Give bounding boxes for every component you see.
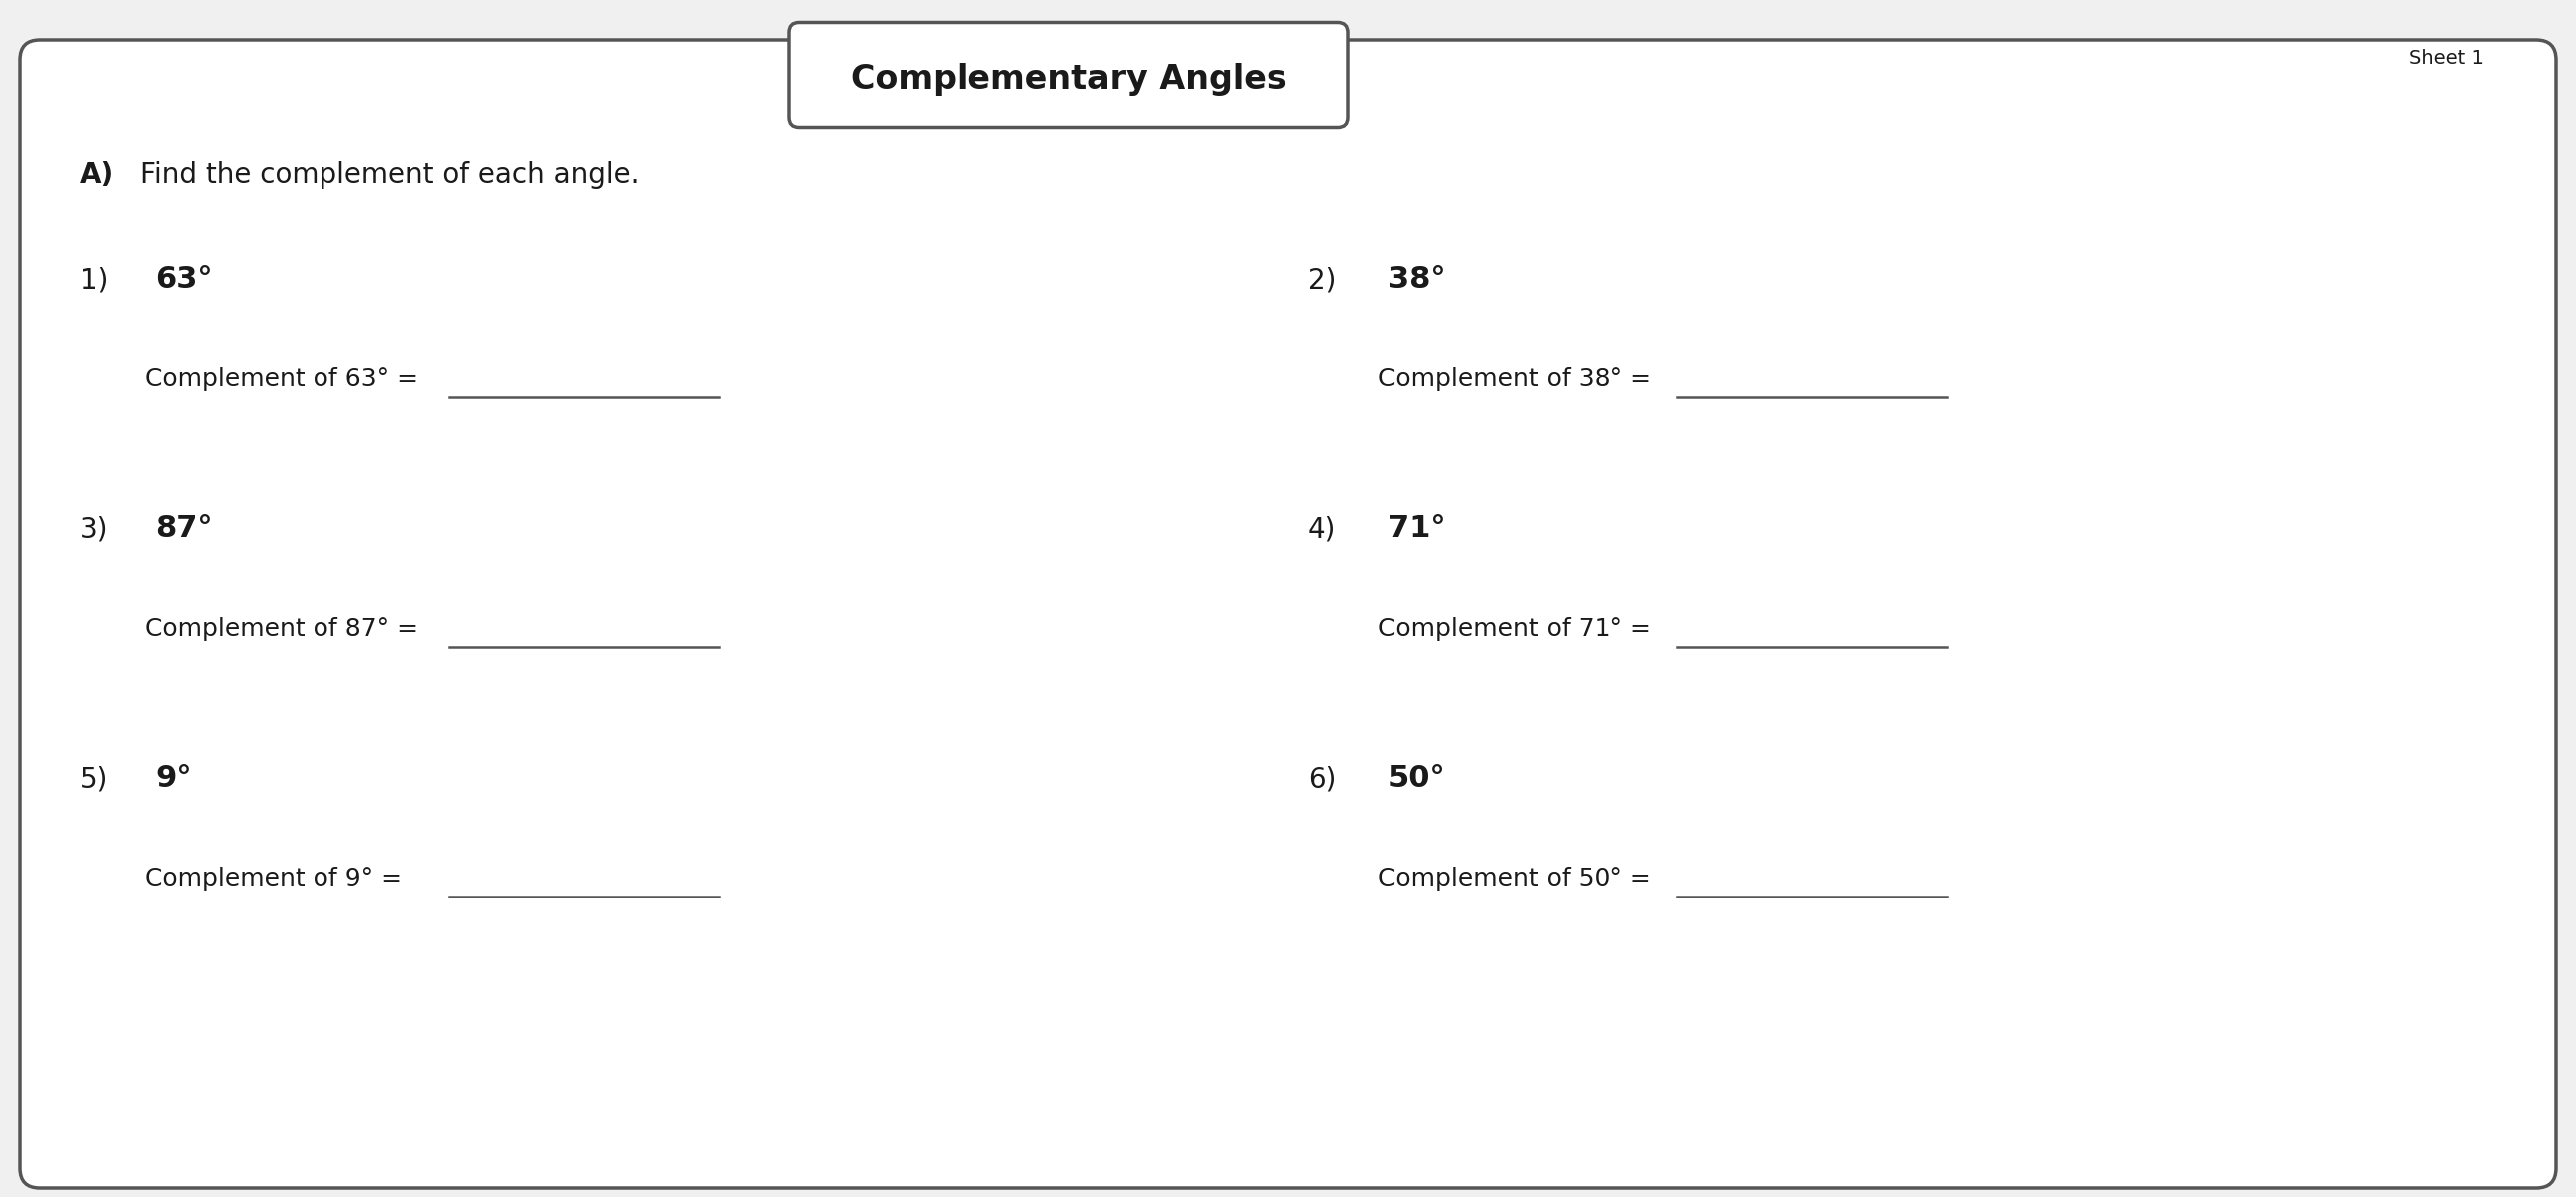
Text: Complement of 71° =: Complement of 71° = — [1378, 616, 1651, 640]
Text: 63°: 63° — [155, 265, 211, 294]
Text: A): A) — [80, 160, 113, 189]
Text: Complement of 63° =: Complement of 63° = — [144, 367, 417, 391]
Text: 2): 2) — [1309, 266, 1337, 293]
Text: Complementary Angles: Complementary Angles — [850, 62, 1285, 96]
Text: 9°: 9° — [155, 764, 191, 794]
Text: Complement of 38° =: Complement of 38° = — [1378, 367, 1651, 391]
Text: Sheet 1: Sheet 1 — [2409, 48, 2483, 67]
Text: Complement of 9° =: Complement of 9° = — [144, 867, 402, 891]
Text: 87°: 87° — [155, 515, 211, 543]
Text: 71°: 71° — [1388, 515, 1445, 543]
Text: 50°: 50° — [1388, 764, 1445, 794]
FancyBboxPatch shape — [21, 40, 2555, 1187]
FancyBboxPatch shape — [793, 28, 1342, 122]
Text: 6): 6) — [1309, 765, 1337, 792]
FancyBboxPatch shape — [788, 23, 1347, 127]
Text: Complement of 87° =: Complement of 87° = — [144, 616, 417, 640]
Text: Find the complement of each angle.: Find the complement of each angle. — [139, 160, 639, 189]
Text: 5): 5) — [80, 765, 108, 792]
Text: 38°: 38° — [1388, 265, 1445, 294]
Text: 3): 3) — [80, 515, 108, 543]
Text: 4): 4) — [1309, 515, 1337, 543]
Text: 1): 1) — [80, 266, 108, 293]
Text: Complement of 50° =: Complement of 50° = — [1378, 867, 1651, 891]
